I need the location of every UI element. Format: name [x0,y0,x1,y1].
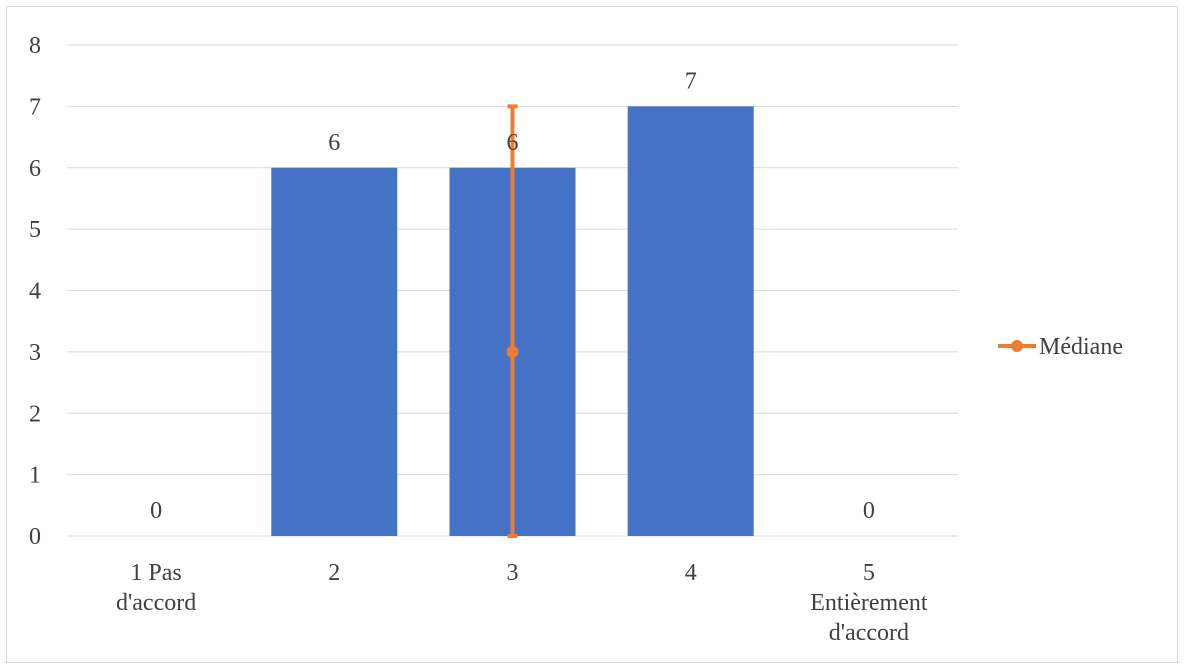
y-tick-label: 8 [29,33,41,59]
legend: Médiane [998,334,1123,360]
median-point [506,345,519,358]
bar [627,106,754,536]
x-tick-label: 2 [328,560,340,586]
y-tick-label: 6 [29,156,41,182]
y-tick-label: 5 [29,217,41,243]
data-label: 0 [863,498,875,524]
y-tick-label: 1 [29,463,41,489]
x-tick-label: 3 [507,560,519,586]
legend-label: Médiane [1039,334,1123,360]
legend-marker [1011,340,1023,352]
median-series [506,104,519,538]
y-tick-label: 7 [29,94,41,120]
x-tick-label: 1 Pas d'accord [116,560,196,616]
bar-chart: 0 1 2 3 4 5 6 7 8 0 6 6 7 0 1 Pas d'accord 2 3 4 5 Entièreme… [29,33,1123,646]
data-label: 6 [507,130,519,156]
y-tick-label: 3 [29,340,41,366]
data-label: 7 [685,68,697,94]
x-tick-label: 4 [685,560,697,586]
y-tick-label: 4 [29,279,41,305]
x-tick-label: 5 Entièrement d'accord [810,560,928,646]
chart-frame: 0 1 2 3 4 5 6 7 8 0 6 6 7 0 1 Pas d'accord 2 3 4 5 Entièreme… [6,6,1178,663]
labels: 0 1 2 3 4 5 6 7 8 0 6 6 7 0 1 Pas d'accord 2 3 4 5 Entièreme… [29,33,928,646]
data-label: 0 [150,498,162,524]
bar [271,167,398,536]
y-tick-label: 2 [29,401,41,427]
y-tick-label: 0 [29,524,41,550]
data-label: 6 [328,130,340,156]
